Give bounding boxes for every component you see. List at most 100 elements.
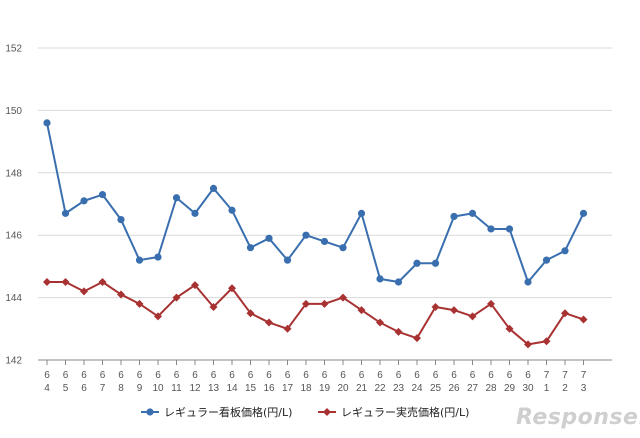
- x-tick-month: 6: [211, 370, 217, 381]
- x-tick-month: 6: [137, 370, 143, 381]
- data-point: [468, 312, 477, 321]
- series-group: [43, 119, 588, 349]
- data-point: [98, 278, 107, 286]
- x-tick-day: 2: [562, 383, 568, 394]
- data-point: [172, 194, 181, 202]
- x-tick-label: 69: [137, 370, 143, 394]
- x-tick-month: 6: [488, 370, 494, 381]
- x-tick-label: 67: [100, 370, 106, 394]
- data-point: [283, 324, 292, 333]
- x-tick-month: 7: [581, 370, 587, 381]
- data-point: [561, 247, 569, 255]
- x-tick-month: 6: [100, 370, 106, 381]
- x-tick-day: 29: [504, 383, 516, 394]
- data-point: [98, 191, 107, 199]
- data-point: [524, 340, 532, 349]
- data-point: [320, 237, 329, 246]
- data-point: [413, 259, 421, 267]
- x-tick-label: 626: [448, 370, 460, 394]
- x-tick-label: 613: [208, 370, 220, 394]
- x-tick-month: 6: [174, 370, 180, 381]
- y-tick-label: 152: [5, 44, 22, 55]
- data-point: [302, 299, 310, 308]
- x-tick-month: 6: [359, 370, 365, 381]
- x-tick-month: 6: [507, 370, 513, 381]
- data-point: [542, 256, 551, 264]
- x-tick-label: 627: [467, 370, 479, 394]
- data-point: [542, 337, 551, 346]
- y-tick-label: 146: [5, 231, 22, 242]
- series-1-line: [46, 122, 585, 283]
- data-point: [246, 244, 255, 252]
- x-tick-label: 64: [44, 370, 50, 394]
- x-tick-day: 5: [63, 383, 69, 394]
- x-tick-label: 612: [189, 370, 201, 394]
- y-tick-label: 144: [5, 293, 22, 304]
- x-tick-month: 6: [248, 370, 254, 381]
- x-tick-label: 614: [226, 370, 238, 394]
- x-tick-month: 6: [44, 370, 50, 381]
- x-tick-month: 7: [562, 370, 568, 381]
- x-tick-day: 21: [356, 383, 368, 394]
- x-tick-day: 27: [467, 383, 479, 394]
- data-point: [339, 244, 347, 252]
- x-tick-label: 619: [319, 370, 331, 394]
- x-tick-day: 10: [152, 383, 164, 394]
- data-point: [524, 278, 532, 286]
- x-tick-day: 13: [208, 383, 220, 394]
- x-tick-month: 6: [451, 370, 457, 381]
- data-point: [394, 278, 403, 286]
- x-tick-day: 9: [137, 383, 143, 394]
- data-point: [191, 209, 199, 217]
- x-tick-month: 6: [229, 370, 235, 381]
- legend-label-series-2: レギュラー実売価格(円/L): [341, 405, 469, 419]
- x-tick-month: 6: [414, 370, 420, 381]
- data-point: [376, 275, 384, 283]
- y-tick-label: 150: [5, 106, 22, 117]
- data-point: [394, 327, 403, 336]
- x-tick-label: 615: [245, 370, 257, 394]
- legend-item-series-2: レギュラー実売価格(円/L): [318, 405, 469, 419]
- data-point: [43, 278, 51, 286]
- data-point: [505, 225, 514, 233]
- data-point: [487, 225, 495, 233]
- x-tick-month: 6: [285, 370, 291, 381]
- x-tick-day: 8: [118, 383, 124, 394]
- data-point: [209, 184, 218, 192]
- x-tick-month: 6: [396, 370, 402, 381]
- x-tick-day: 30: [522, 383, 534, 394]
- x-tick-day: 16: [263, 383, 275, 394]
- x-tick-label: 630: [522, 370, 534, 394]
- x-tick-label: 622: [374, 370, 386, 394]
- x-tick-day: 25: [430, 383, 442, 394]
- data-point: [450, 212, 458, 221]
- data-point: [431, 259, 440, 267]
- x-axis: 6465666768696106116126136146156166176186…: [44, 360, 587, 394]
- x-tick-month: 6: [525, 370, 531, 381]
- x-tick-month: 7: [544, 370, 550, 381]
- x-tick-label: 617: [282, 370, 294, 394]
- data-point: [413, 334, 421, 343]
- data-point: [320, 299, 329, 308]
- x-tick-month: 6: [433, 370, 439, 381]
- data-point: [61, 278, 70, 286]
- data-point: [283, 256, 292, 264]
- x-tick-day: 19: [319, 383, 331, 394]
- y-axis: 142 144 146 148 150 152: [5, 44, 22, 367]
- data-point: [468, 209, 477, 217]
- x-tick-day: 11: [171, 383, 182, 394]
- x-tick-day: 12: [189, 383, 201, 394]
- x-tick-day: 22: [374, 383, 386, 394]
- x-tick-label: 620: [337, 370, 349, 394]
- data-point: [505, 324, 514, 333]
- data-point: [357, 306, 366, 315]
- data-point: [117, 290, 125, 299]
- series-2: [43, 278, 588, 349]
- x-tick-month: 6: [81, 370, 87, 381]
- x-tick-label: 611: [171, 370, 182, 394]
- data-point: [135, 299, 144, 308]
- x-tick-day: 1: [544, 383, 550, 394]
- x-tick-label: 618: [300, 370, 312, 394]
- data-point: [80, 197, 88, 205]
- x-tick-month: 6: [470, 370, 476, 381]
